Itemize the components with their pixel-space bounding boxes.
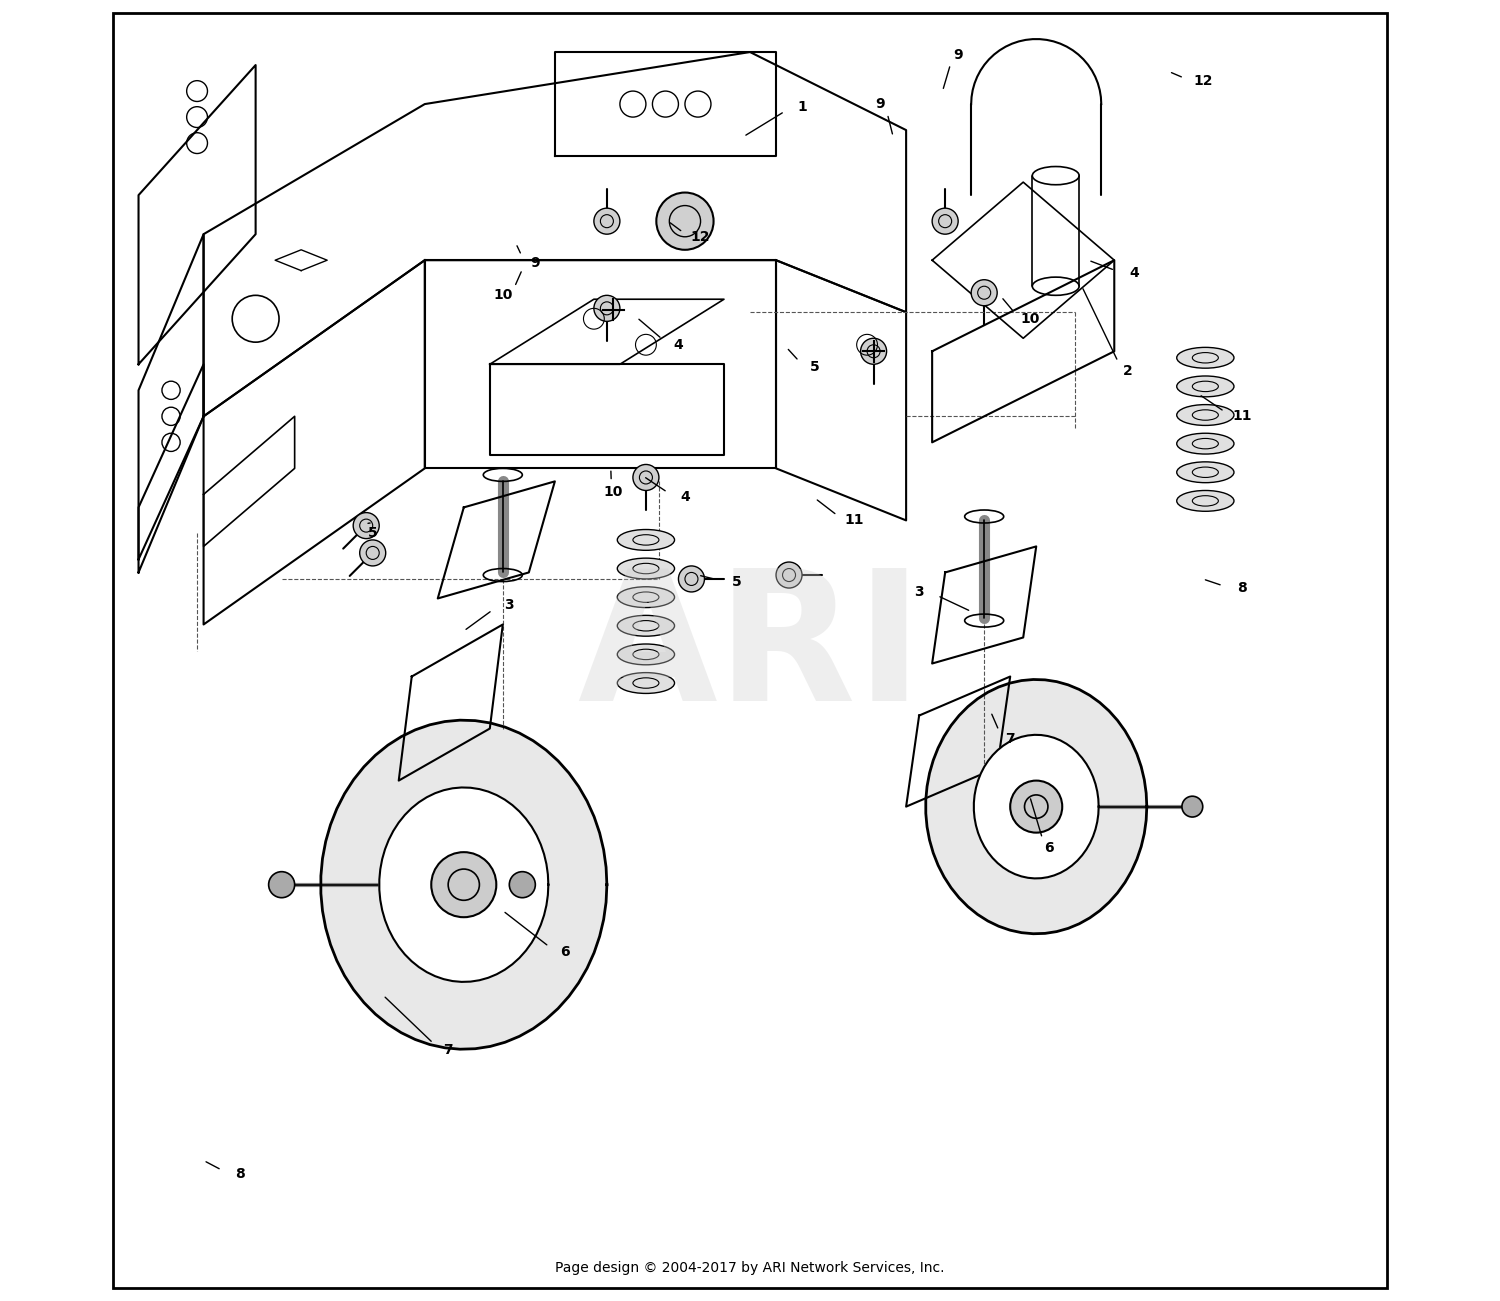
Text: 9: 9 [876,98,885,111]
Polygon shape [932,182,1114,338]
Ellipse shape [1176,405,1234,425]
Ellipse shape [1176,347,1234,368]
Circle shape [510,872,536,898]
Text: 10: 10 [1020,312,1040,325]
Text: 12: 12 [692,230,711,243]
Text: 2: 2 [1122,364,1132,377]
Circle shape [360,540,386,566]
Text: 4: 4 [680,490,690,503]
Circle shape [657,193,714,250]
Text: 3: 3 [504,598,515,611]
Polygon shape [490,364,724,455]
Circle shape [352,513,380,539]
Text: 12: 12 [1192,74,1212,87]
Circle shape [633,464,658,490]
Circle shape [268,872,294,898]
Polygon shape [424,260,776,468]
Text: 8: 8 [1238,582,1246,595]
Ellipse shape [1176,490,1234,511]
Text: 5: 5 [368,527,378,540]
Circle shape [932,208,958,234]
Polygon shape [974,735,1098,878]
Text: 10: 10 [494,289,513,302]
Ellipse shape [618,587,675,608]
Polygon shape [204,52,906,416]
Text: 7: 7 [1005,732,1016,745]
Circle shape [1010,781,1062,833]
Polygon shape [138,65,255,364]
Text: 5: 5 [732,575,742,588]
Polygon shape [138,364,204,559]
Text: 4: 4 [674,338,684,351]
Polygon shape [204,416,294,546]
Polygon shape [399,624,502,781]
Polygon shape [932,260,1114,442]
Text: 1: 1 [796,100,807,113]
Text: 9: 9 [954,48,963,61]
Text: 3: 3 [915,585,924,598]
Circle shape [776,562,802,588]
Ellipse shape [618,644,675,665]
Ellipse shape [1176,462,1234,483]
Polygon shape [555,52,776,156]
Ellipse shape [618,558,675,579]
Text: 5: 5 [810,360,820,373]
Text: 11: 11 [1232,410,1251,423]
Text: 6: 6 [1044,842,1054,855]
Circle shape [594,208,619,234]
Circle shape [432,852,496,917]
Text: ARI: ARI [578,562,922,739]
Ellipse shape [618,615,675,636]
Circle shape [861,338,886,364]
Ellipse shape [618,530,675,550]
Circle shape [1182,796,1203,817]
Text: 10: 10 [603,485,622,498]
Ellipse shape [1176,376,1234,397]
Polygon shape [926,679,1148,934]
Text: 4: 4 [1130,267,1138,280]
Circle shape [678,566,705,592]
Text: 8: 8 [236,1167,244,1180]
Polygon shape [490,299,724,364]
Text: 7: 7 [444,1043,453,1056]
Ellipse shape [1176,433,1234,454]
Polygon shape [906,677,1010,807]
Polygon shape [776,260,906,520]
Circle shape [970,280,998,306]
Polygon shape [438,481,555,598]
Polygon shape [380,787,549,982]
Polygon shape [138,234,204,572]
Text: 11: 11 [844,514,864,527]
Ellipse shape [618,673,675,693]
Polygon shape [321,721,608,1049]
Text: 6: 6 [561,946,570,959]
Polygon shape [204,260,424,624]
Polygon shape [932,546,1036,664]
Text: 9: 9 [531,256,540,269]
Circle shape [594,295,619,321]
Text: Page design © 2004-2017 by ARI Network Services, Inc.: Page design © 2004-2017 by ARI Network S… [555,1262,945,1275]
